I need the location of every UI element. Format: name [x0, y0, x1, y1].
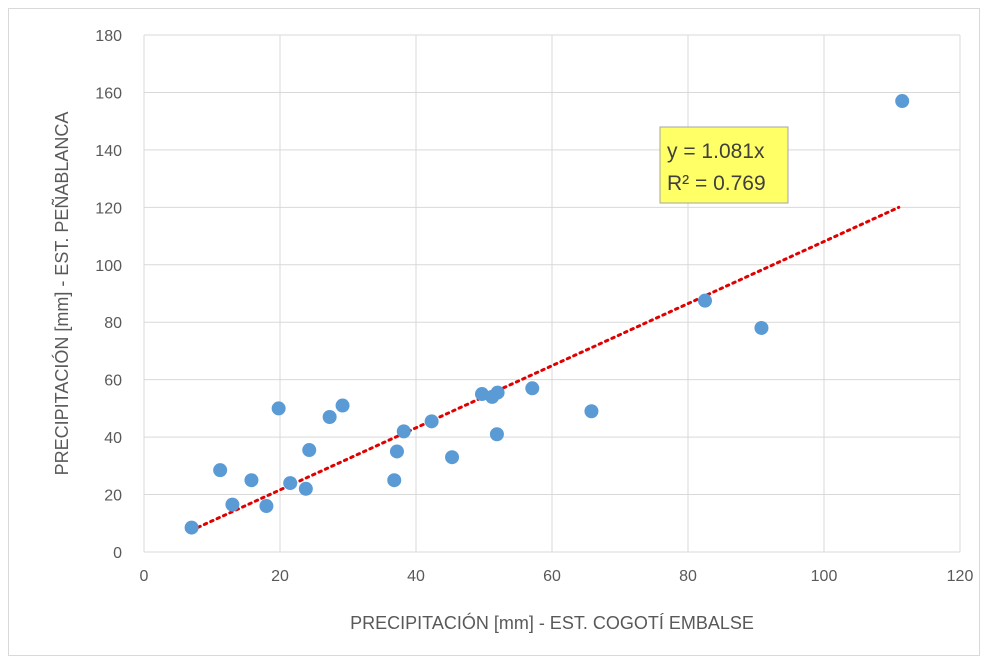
data-point	[584, 404, 599, 419]
data-point	[271, 401, 286, 416]
chart-frame	[8, 8, 980, 656]
data-point	[225, 497, 240, 512]
data-point	[302, 443, 317, 458]
data-point	[396, 424, 411, 439]
data-point	[895, 94, 910, 109]
y-tick-label: 160	[95, 85, 122, 102]
data-point	[389, 444, 404, 459]
data-point	[259, 499, 274, 514]
x-axis-title: PRECIPITACIÓN [mm] - EST. COGOTÍ EMBALSE	[350, 612, 754, 633]
y-tick-label: 180	[95, 28, 122, 45]
y-tick-label: 100	[95, 258, 122, 275]
tick-labels: 0 20 40 60 80 100 120 0 20 40 60 80 100 120 140 160 180	[95, 28, 973, 585]
data-point	[322, 410, 337, 425]
data-point	[298, 481, 313, 496]
y-tick-label: 120	[95, 200, 122, 217]
trendline-equation: y = 1.081x	[667, 140, 765, 163]
x-tick-label: 80	[679, 568, 697, 585]
y-tick-label: 60	[104, 373, 122, 390]
x-tick-label: 0	[140, 568, 149, 585]
data-points	[184, 94, 910, 535]
y-tick-label: 140	[95, 143, 122, 160]
x-tick-label: 120	[947, 568, 974, 585]
y-tick-label: 80	[104, 315, 122, 332]
data-point	[184, 520, 199, 535]
y-tick-label: 20	[104, 488, 122, 505]
trendline-label: y = 1.081x R² = 0.769	[659, 126, 789, 204]
data-point	[489, 427, 504, 442]
trendline	[190, 205, 901, 532]
data-point	[525, 381, 540, 396]
data-point	[213, 463, 228, 478]
trendline-group	[190, 205, 901, 532]
y-tick-label: 40	[104, 430, 122, 447]
grid-lines	[143, 34, 961, 553]
data-point	[698, 293, 712, 308]
data-point	[283, 476, 298, 491]
y-axis-title: PRECIPITACIÓN [mm] - EST. PEÑABLANCA	[51, 112, 72, 476]
trendline-r-squared: R² = 0.769	[667, 172, 766, 195]
data-point	[335, 398, 350, 413]
data-point	[445, 450, 460, 465]
trendline-label-box	[659, 126, 789, 204]
data-point	[387, 473, 402, 488]
data-point	[754, 320, 769, 335]
y-tick-label: 0	[113, 545, 122, 562]
x-tick-label: 20	[271, 568, 289, 585]
data-point	[490, 385, 505, 400]
data-point	[244, 473, 259, 488]
x-tick-label: 60	[543, 568, 561, 585]
data-point	[424, 414, 439, 429]
x-tick-label: 100	[811, 568, 838, 585]
x-tick-label: 40	[407, 568, 425, 585]
